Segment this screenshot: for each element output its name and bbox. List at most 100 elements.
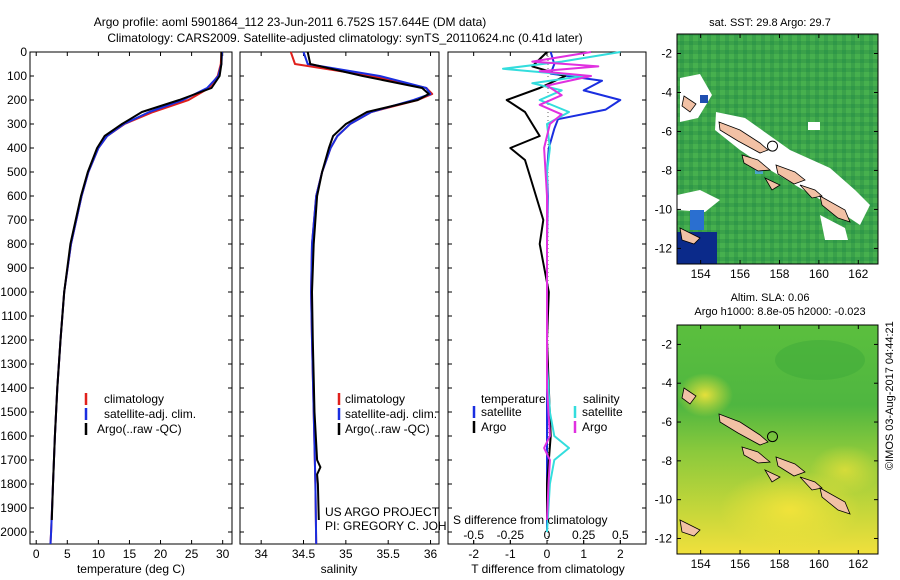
argo-location-marker	[767, 431, 778, 443]
x-tick-label: 0	[33, 547, 40, 561]
depth-tick-label: 1000	[0, 285, 27, 299]
sla-map-frame	[676, 324, 879, 555]
temperature-xlabel: temperature (deg C)	[77, 562, 185, 576]
depth-tick-label: 1400	[0, 381, 27, 395]
argo-location-marker	[767, 140, 778, 152]
lon-tick-label: 154	[691, 557, 711, 571]
lat-tick-label: -6	[661, 124, 672, 138]
depth-tick-label: 1600	[0, 429, 27, 443]
sla-map-title-line1: Altim. SLA: 0.06	[731, 292, 810, 304]
depth-tick-label: 2000	[0, 525, 27, 539]
depth-tick-label: 100	[7, 69, 27, 83]
legend-label-s-satellite: satellite	[582, 405, 623, 419]
legend-header-temperature: temperature	[481, 392, 546, 406]
temperature-legend: climatology satellite-adj. clim. Argo(..…	[84, 392, 196, 436]
legend-label-climatology: climatology	[345, 392, 405, 406]
depth-tick-label: 800	[7, 237, 27, 251]
sst-map: sat. SST: 29.8 Argo: 29.7 154 156 158 160 16…	[655, 17, 879, 281]
depth-tick-label: 400	[7, 141, 27, 155]
depth-tick-label: 0	[20, 45, 27, 59]
depth-tick-label: 1100	[1, 309, 27, 323]
lat-tick-label: -2	[661, 337, 672, 351]
legend-label-climatology: climatology	[104, 392, 164, 406]
x-tick-label: 0	[544, 547, 551, 561]
lat-tick-label: -10	[655, 493, 673, 507]
depth-tick-label: 900	[7, 261, 27, 275]
sst-lat-axis: -2 -4 -6 -8 -10 -12	[655, 46, 878, 255]
difference-legend: temperature salinity satellite Argo sate…	[472, 392, 623, 434]
legend-label-t-argo: Argo	[481, 420, 507, 434]
lon-tick-label: 156	[730, 267, 750, 281]
series-line-s-argo	[531, 51, 600, 521]
x-tick-label: 34	[254, 547, 268, 561]
depth-tick-label: 1700	[0, 453, 27, 467]
sst-map-title: sat. SST: 29.8 Argo: 29.7	[709, 17, 831, 29]
sla-feature	[775, 340, 865, 380]
lat-tick-label: -2	[661, 46, 672, 60]
salinity-xlabel: salinity	[321, 562, 358, 576]
legend-label-t-satellite: satellite	[481, 405, 522, 419]
temperature-axes-frame	[29, 51, 233, 545]
figure-title-line2: Climatology: CARS2009. Satellite-adjuste…	[107, 31, 582, 45]
legend-header-salinity: salinity	[583, 392, 620, 406]
sla-map-title-line2: Argo h1000: 8.8e-05 h2000: -0.023	[694, 306, 865, 318]
salinity-axes-frame	[239, 51, 440, 545]
sla-feature	[810, 445, 880, 495]
x-tick-label: -1	[505, 547, 516, 561]
x-tick-label: 5	[64, 547, 71, 561]
sst-map-frame	[676, 33, 879, 265]
lon-tick-label: 158	[769, 557, 789, 571]
lat-tick-label: -6	[661, 415, 672, 429]
lat-tick-label: -10	[655, 202, 673, 216]
depth-tick-label: 1500	[0, 405, 27, 419]
depth-tick-label: 500	[7, 165, 27, 179]
x-tick-label: 34.5	[292, 547, 316, 561]
x-tick-label: 36	[424, 547, 438, 561]
legend-label-s-argo: Argo	[582, 420, 608, 434]
lat-tick-label: -8	[661, 163, 672, 177]
lat-tick-label: -4	[661, 85, 672, 99]
lon-tick-label: 162	[848, 267, 868, 281]
lat-tick-label: -8	[661, 454, 672, 468]
x-tick-label: 35.5	[377, 547, 401, 561]
imos-credit: ©IMOS 03-Aug-2017 04:44:21	[884, 321, 896, 470]
depth-tick-label: 1900	[0, 501, 27, 515]
project-label: US ARGO PROJECT	[325, 505, 440, 519]
x-tick-label: 10	[92, 547, 106, 561]
s-tick-label: 0.25	[572, 528, 596, 542]
sst-lon-axis: 154 156 158 160 162	[691, 34, 869, 281]
s-tick-label: 0.5	[612, 528, 629, 542]
legend-label-argo: Argo(..raw -QC)	[97, 422, 182, 436]
x-tick-label: -2	[468, 547, 479, 561]
x-tick-label: 1	[580, 547, 587, 561]
lat-tick-label: -4	[661, 376, 672, 390]
legend-label-satellite: satellite-adj. clim.	[345, 407, 437, 421]
sla-lat-axis: -2 -4 -6 -8 -10 -12	[655, 337, 878, 545]
sst-islands	[679, 95, 851, 245]
x-tick-label: 20	[154, 547, 168, 561]
depth-tick-label: 300	[7, 117, 27, 131]
depth-axis: 0 100 200 300 400 500 600 700 800 900 1000 1100 1200…	[0, 45, 232, 539]
depth-tick-label: 1300	[0, 357, 27, 371]
depth-tick-label: 200	[7, 93, 27, 107]
series-line-argo	[50, 52, 223, 521]
difference-x-axis: -2 -1 0 1 2	[448, 51, 646, 561]
series-line-argo	[306, 51, 430, 521]
s-tick-label: 0	[544, 528, 551, 542]
x-tick-label: 2	[617, 547, 624, 561]
x-tick-label: 25	[185, 547, 199, 561]
lat-tick-label: -12	[655, 531, 673, 545]
s-tick-label: -0.25	[497, 528, 525, 542]
depth-tick-label: 700	[7, 213, 27, 227]
x-tick-label: 15	[123, 547, 137, 561]
lon-tick-label: 160	[809, 557, 829, 571]
salinity-legend: climatology satellite-adj. clim. Argo(..…	[337, 392, 437, 436]
lon-tick-label: 154	[691, 267, 711, 281]
figure-title-line1: Argo profile: aoml 5901864_112 23-Jun-20…	[94, 15, 486, 29]
s-tick-label: -0.5	[463, 528, 484, 542]
sla-map: Altim. SLA: 0.06 Argo h1000: 8.8e-05 h20…	[655, 292, 880, 571]
lon-tick-label: 162	[848, 557, 868, 571]
s-difference-label: S difference from climatology	[453, 513, 608, 527]
sla-feature	[677, 373, 733, 417]
